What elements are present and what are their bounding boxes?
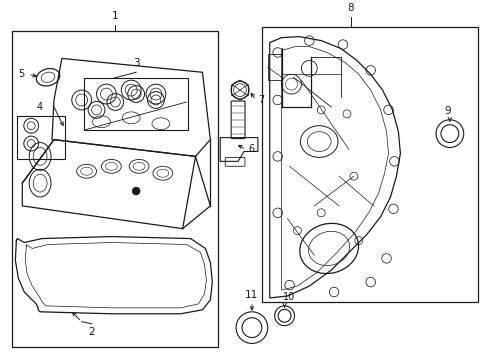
Bar [12,31,218,347]
Bar [17,116,65,159]
Text: 2: 2 [88,327,95,337]
Text: 1: 1 [112,11,119,21]
Text: 7: 7 [258,95,264,105]
Text: 8: 8 [347,3,354,13]
Text: 6: 6 [248,144,254,154]
Text: 10: 10 [283,292,295,302]
Text: 9: 9 [444,106,451,116]
Text: 3: 3 [133,58,140,68]
Text: 11: 11 [245,290,259,300]
Text: 5: 5 [18,69,24,79]
Text: 4: 4 [37,102,43,112]
Bar [84,78,188,130]
Circle shape [132,187,140,195]
Bar [262,27,478,302]
